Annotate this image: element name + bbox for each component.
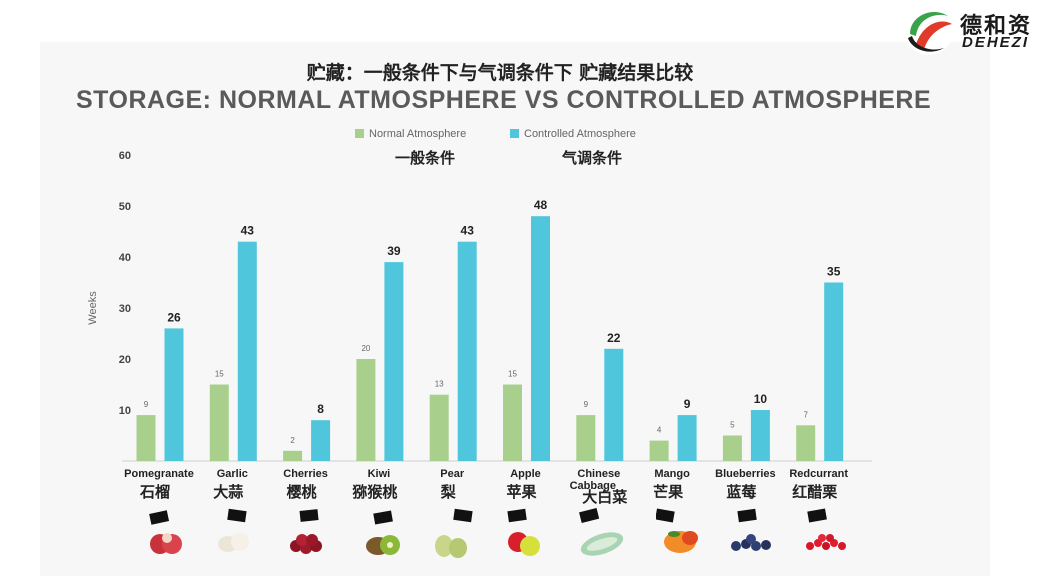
redcurrant-icon <box>800 508 852 558</box>
y-tick-label: 40 <box>119 252 131 264</box>
cherries-icon <box>282 508 334 558</box>
x-tick-label-cn: 芒果 <box>653 483 684 501</box>
blueberries-icon <box>726 508 778 558</box>
x-tick-label: Chinese <box>577 468 620 480</box>
chart-title-cn: 贮藏：一般条件下与气调条件下 贮藏结果比较 <box>306 62 694 84</box>
y-tick-label: 20 <box>119 354 131 366</box>
data-label-controlled: 10 <box>754 392 768 406</box>
data-label-controlled: 39 <box>387 244 401 258</box>
bar-normal <box>576 415 596 461</box>
logo-name-cn: 德和资 <box>960 14 1033 39</box>
bar-normal <box>356 359 376 461</box>
x-tick-label-cn: 大白菜 <box>582 488 627 506</box>
bar-controlled <box>750 410 770 461</box>
legend-swatch-controlled <box>510 129 519 138</box>
legend-item-controlled: Controlled Atmosphere <box>510 128 636 140</box>
bar-normal <box>136 415 156 461</box>
data-label-controlled: 8 <box>317 402 324 416</box>
apple-icon <box>500 508 552 558</box>
x-tick-label-cn: 红醋栗 <box>792 483 837 501</box>
legend-label-normal-cn: 一般条件 <box>395 149 456 167</box>
x-tick-label-cn: 苹果 <box>506 483 537 501</box>
bar-normal <box>503 384 522 461</box>
x-tick-label: Redcurrant <box>789 468 848 480</box>
data-label-controlled: 43 <box>241 224 255 238</box>
bar-controlled <box>164 328 184 461</box>
legend-item-normal: Normal Atmosphere <box>355 128 466 140</box>
bar-controlled <box>457 241 477 461</box>
garlic-icon <box>208 508 260 558</box>
legend-label-controlled-cn: 气调条件 <box>562 149 623 167</box>
y-axis-label: Weeks <box>87 291 99 325</box>
bar-controlled <box>824 282 844 461</box>
data-label-normal: 15 <box>215 370 224 379</box>
logo-mark-icon <box>905 7 953 55</box>
bar-controlled <box>531 216 550 461</box>
bar-controlled <box>677 415 697 461</box>
y-tick-label: 60 <box>119 150 131 162</box>
x-tick-label: Kiwi <box>368 468 391 480</box>
x-tick-label: Pomegranate <box>124 468 194 480</box>
data-label-normal: 9 <box>584 400 589 409</box>
x-tick-label: Apple <box>510 468 541 480</box>
data-label-normal: 9 <box>144 400 149 409</box>
data-label-controlled: 35 <box>827 265 841 279</box>
x-tick-label: Mango <box>654 468 690 480</box>
bar-normal <box>722 435 742 461</box>
data-label-controlled: 26 <box>167 310 181 324</box>
x-tick-label-line2: Cabbage <box>570 480 616 492</box>
data-label-normal: 15 <box>508 370 517 379</box>
data-label-normal: 20 <box>361 344 370 353</box>
data-label-controlled: 48 <box>534 198 548 212</box>
dehezi-logo: 德和资 DEHEZI <box>902 4 1047 58</box>
bar-controlled <box>604 348 624 461</box>
x-tick-label-cn: 大蒜 <box>213 483 243 501</box>
mango-icon <box>655 508 708 558</box>
x-tick-label-cn: 石榴 <box>139 483 170 501</box>
bar-controlled <box>237 241 257 461</box>
data-label-normal: 7 <box>803 410 808 419</box>
chart-title: STORAGE: NORMAL ATMOSPHERE VS CONTROLLED… <box>76 86 932 114</box>
x-tick-label: Cherries <box>283 468 328 480</box>
data-label-normal: 4 <box>657 426 662 435</box>
pomegranate-icon <box>140 508 192 558</box>
logo-name-en: DEHEZI <box>962 34 1030 51</box>
x-tick-label: Blueberries <box>715 468 776 480</box>
x-tick-label-cn: 蓝莓 <box>726 483 756 501</box>
data-label-controlled: 43 <box>461 224 475 238</box>
x-tick-label-cn: 樱桃 <box>287 483 317 501</box>
x-tick-label-cn: 猕猴桃 <box>352 483 397 501</box>
chinese-cabbage-icon <box>576 507 628 558</box>
bar-controlled <box>384 262 404 461</box>
kiwi-icon <box>358 508 410 558</box>
y-tick-label: 30 <box>119 303 131 315</box>
data-label-normal: 13 <box>435 380 444 389</box>
bar-normal <box>649 440 669 461</box>
bar-normal <box>209 384 229 461</box>
bar-normal <box>283 450 303 461</box>
legend-label-controlled: Controlled Atmosphere <box>524 128 636 140</box>
y-tick-label: 50 <box>119 201 131 213</box>
pear-icon <box>428 508 480 558</box>
x-tick-label: Pear <box>440 468 465 480</box>
bar-normal <box>429 394 449 461</box>
legend-swatch-normal <box>355 129 364 138</box>
y-tick-label: 10 <box>119 405 131 417</box>
x-tick-label-cn: 梨 <box>440 483 456 501</box>
data-label-normal: 5 <box>730 421 735 430</box>
legend-label-normal: Normal Atmosphere <box>369 128 467 140</box>
data-label-controlled: 9 <box>684 397 691 411</box>
x-tick-label: Garlic <box>217 468 248 480</box>
bar-normal <box>796 425 816 461</box>
data-label-normal: 2 <box>290 436 295 445</box>
bar-controlled <box>311 420 331 461</box>
data-label-controlled: 22 <box>607 331 621 345</box>
